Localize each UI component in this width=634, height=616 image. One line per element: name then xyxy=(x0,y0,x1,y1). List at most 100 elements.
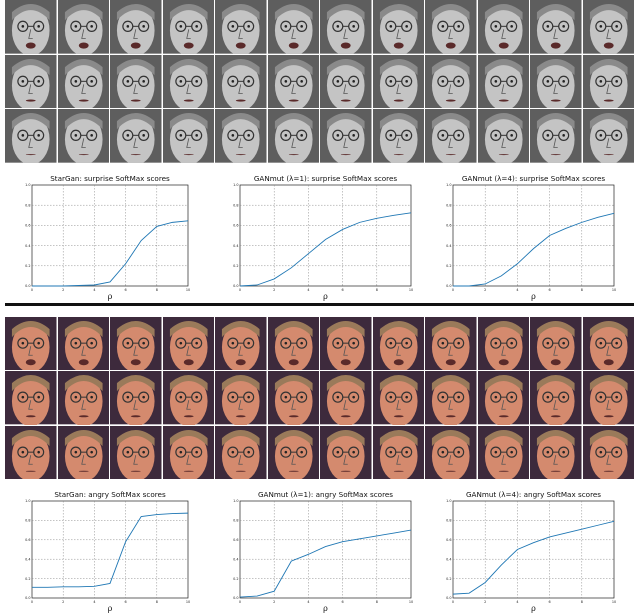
face-image xyxy=(215,54,267,109)
face-image xyxy=(425,371,477,425)
y-tick-label: 0.6 xyxy=(25,224,30,228)
face-image xyxy=(425,109,477,163)
x-axis-label: ρ xyxy=(108,292,113,301)
y-tick-label: 0.8 xyxy=(233,519,238,523)
chart-ganmut1-surprise: GANmut (λ=1): surprise SoftMax scores 0 2 4… xyxy=(230,172,415,301)
face-image xyxy=(477,371,529,425)
x-tick-label: 0 xyxy=(31,288,33,292)
face-image xyxy=(425,54,477,109)
y-tick-label: 0.4 xyxy=(446,244,451,248)
x-tick-label: 10 xyxy=(612,288,616,292)
face-image xyxy=(530,425,582,479)
face-image xyxy=(372,371,424,425)
x-tick-label: 10 xyxy=(612,600,616,604)
face-image xyxy=(110,0,162,54)
face-image xyxy=(57,317,109,371)
y-tick-label: 1.0 xyxy=(25,499,30,503)
face-image xyxy=(530,317,582,371)
plot-frame xyxy=(452,184,615,287)
y-tick-label: 0.2 xyxy=(446,577,451,581)
x-tick-label: 8 xyxy=(581,600,583,604)
face-image xyxy=(477,425,529,479)
face-image xyxy=(267,371,319,425)
section-divider xyxy=(5,303,634,306)
series-line xyxy=(32,512,189,588)
chart-title: GANmut (λ=4): angry SoftMax scores xyxy=(466,490,601,499)
y-tick-label: 0.2 xyxy=(25,264,30,268)
series-line xyxy=(453,212,615,287)
face-image xyxy=(5,317,57,371)
plot-frame xyxy=(239,184,412,287)
x-tick-label: 2 xyxy=(273,600,275,604)
chart-ganmut1-angry: GANmut (λ=1): angry SoftMax scores 0 2 4 6 8 1… xyxy=(230,488,415,613)
x-tick-label: 4 xyxy=(516,600,518,604)
y-tick-label: 1.0 xyxy=(446,183,451,187)
chart-title: GANmut (λ=1): surprise SoftMax scores xyxy=(254,174,398,183)
face-image xyxy=(320,0,372,54)
y-tick-label: 0.6 xyxy=(233,224,238,228)
y-tick-label: 0.8 xyxy=(25,519,30,523)
face-image xyxy=(320,317,372,371)
face-image xyxy=(530,0,582,54)
x-tick-label: 6 xyxy=(342,288,344,292)
plot-frame xyxy=(452,500,615,599)
face-image xyxy=(320,425,372,479)
y-tick-label: 0.8 xyxy=(446,519,451,523)
x-tick-label: 6 xyxy=(342,600,344,604)
series-line xyxy=(239,529,412,598)
face-image xyxy=(110,371,162,425)
x-tick-label: 2 xyxy=(62,288,64,292)
face-image xyxy=(267,54,319,109)
face-image xyxy=(110,425,162,479)
face-image xyxy=(425,0,477,54)
face-image xyxy=(582,425,634,479)
face-image xyxy=(267,317,319,371)
x-tick-label: 8 xyxy=(376,600,378,604)
face-image xyxy=(425,425,477,479)
face-image xyxy=(215,371,267,425)
y-tick-label: 1.0 xyxy=(446,499,451,503)
face-image xyxy=(372,425,424,479)
face-image xyxy=(530,54,582,109)
face-image xyxy=(530,371,582,425)
face-image xyxy=(162,0,214,54)
y-tick-label: 0.8 xyxy=(25,203,30,207)
face-image xyxy=(582,109,634,163)
y-tick-label: 0.0 xyxy=(446,284,451,288)
face-image xyxy=(267,109,319,163)
face-image xyxy=(215,109,267,163)
x-tick-label: 6 xyxy=(549,600,551,604)
y-tick-label: 0.2 xyxy=(25,577,30,581)
x-tick-label: 10 xyxy=(186,600,190,604)
x-axis-label: ρ xyxy=(531,604,536,613)
face-image xyxy=(582,371,634,425)
y-tick-label: 0.4 xyxy=(233,557,238,561)
face-image xyxy=(425,317,477,371)
y-tick-label: 0.0 xyxy=(25,596,30,600)
face-image xyxy=(477,0,529,54)
x-tick-label: 4 xyxy=(93,600,95,604)
face-image xyxy=(215,425,267,479)
face-image xyxy=(267,0,319,54)
x-tick-label: 8 xyxy=(581,288,583,292)
x-tick-label: 2 xyxy=(62,600,64,604)
face-image xyxy=(372,317,424,371)
face-image xyxy=(5,0,57,54)
y-tick-label: 0.0 xyxy=(25,284,30,288)
series-line xyxy=(452,520,615,595)
face-image xyxy=(477,109,529,163)
x-tick-label: 2 xyxy=(273,288,275,292)
x-tick-label: 0 xyxy=(239,288,241,292)
y-tick-label: 0.4 xyxy=(233,244,238,248)
y-tick-label: 0.2 xyxy=(446,264,451,268)
x-tick-label: 10 xyxy=(186,288,190,292)
y-tick-label: 0.0 xyxy=(233,596,238,600)
y-tick-label: 0.6 xyxy=(233,538,238,542)
face-image xyxy=(320,54,372,109)
y-tick-label: 0.6 xyxy=(446,224,451,228)
face-image xyxy=(215,317,267,371)
x-tick-label: 8 xyxy=(156,600,158,604)
x-tick-label: 2 xyxy=(484,600,486,604)
face-image xyxy=(372,109,424,163)
face-image xyxy=(477,54,529,109)
